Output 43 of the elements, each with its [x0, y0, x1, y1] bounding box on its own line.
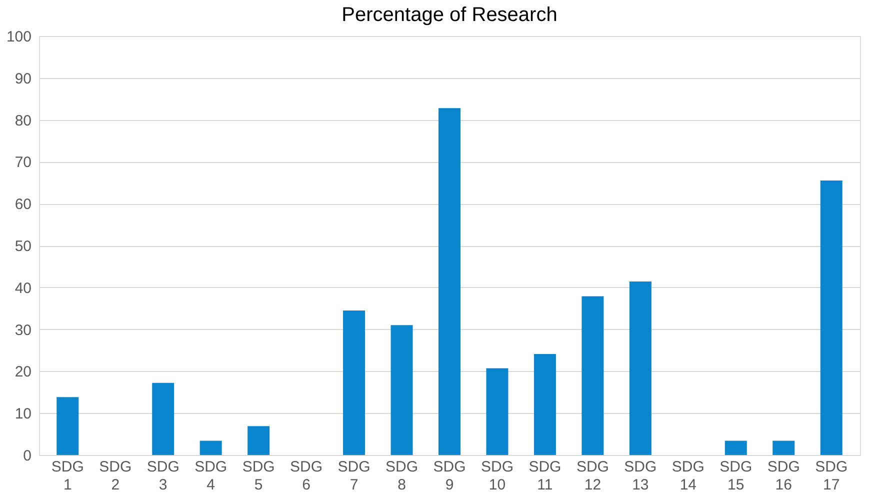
x-tick-label: SDG 10: [480, 458, 514, 494]
bar: [582, 296, 604, 455]
x-tick-label: SDG 4: [194, 458, 228, 494]
bar: [820, 180, 842, 455]
y-tick-label: 60: [14, 196, 32, 214]
x-tick-label: SDG 2: [99, 458, 132, 494]
y-tick-label: 30: [14, 322, 32, 339]
x-tick-label: SDG 13: [624, 458, 657, 494]
x-tick-label: SDG 17: [815, 458, 848, 494]
x-tick-label: SDG 15: [720, 458, 752, 494]
y-tick-label: 100: [6, 28, 32, 46]
x-tick-label: SDG 16: [767, 458, 800, 494]
y-tick-label: 10: [14, 406, 32, 423]
chart-title: Percentage of Research: [342, 4, 558, 26]
y-tick-label: 40: [14, 280, 32, 297]
bar: [629, 282, 652, 455]
bar: [56, 397, 79, 455]
y-tick-label: 70: [14, 154, 32, 172]
bar: [486, 368, 508, 455]
x-tick-label: SDG 9: [433, 458, 466, 494]
x-tick-label: SDG 6: [290, 458, 323, 494]
x-tick-label: SDG 11: [528, 458, 562, 494]
bar: [438, 108, 460, 455]
bar: [152, 382, 174, 455]
y-tick-label: 90: [14, 70, 32, 88]
bar: [534, 354, 556, 455]
bar: [343, 310, 366, 455]
x-tick-label: SDG 5: [242, 458, 275, 494]
x-tick-label: SDG 7: [338, 458, 370, 494]
bar: [200, 440, 222, 455]
y-tick-label: 50: [14, 238, 32, 255]
x-tick-label: SDG 12: [576, 458, 609, 494]
x-tick-label: SDG 14: [672, 458, 704, 494]
bar: [248, 426, 270, 455]
y-tick-label: 20: [14, 364, 32, 381]
x-tick-label: SDG 8: [386, 458, 418, 494]
y-tick-label: 80: [14, 112, 32, 130]
y-tick-label: 0: [23, 448, 32, 464]
bar: [772, 440, 795, 455]
x-tick-label: SDG 1: [51, 458, 84, 494]
bar: [724, 440, 747, 455]
bar: [390, 325, 413, 455]
x-tick-label: SDG 3: [146, 458, 180, 494]
